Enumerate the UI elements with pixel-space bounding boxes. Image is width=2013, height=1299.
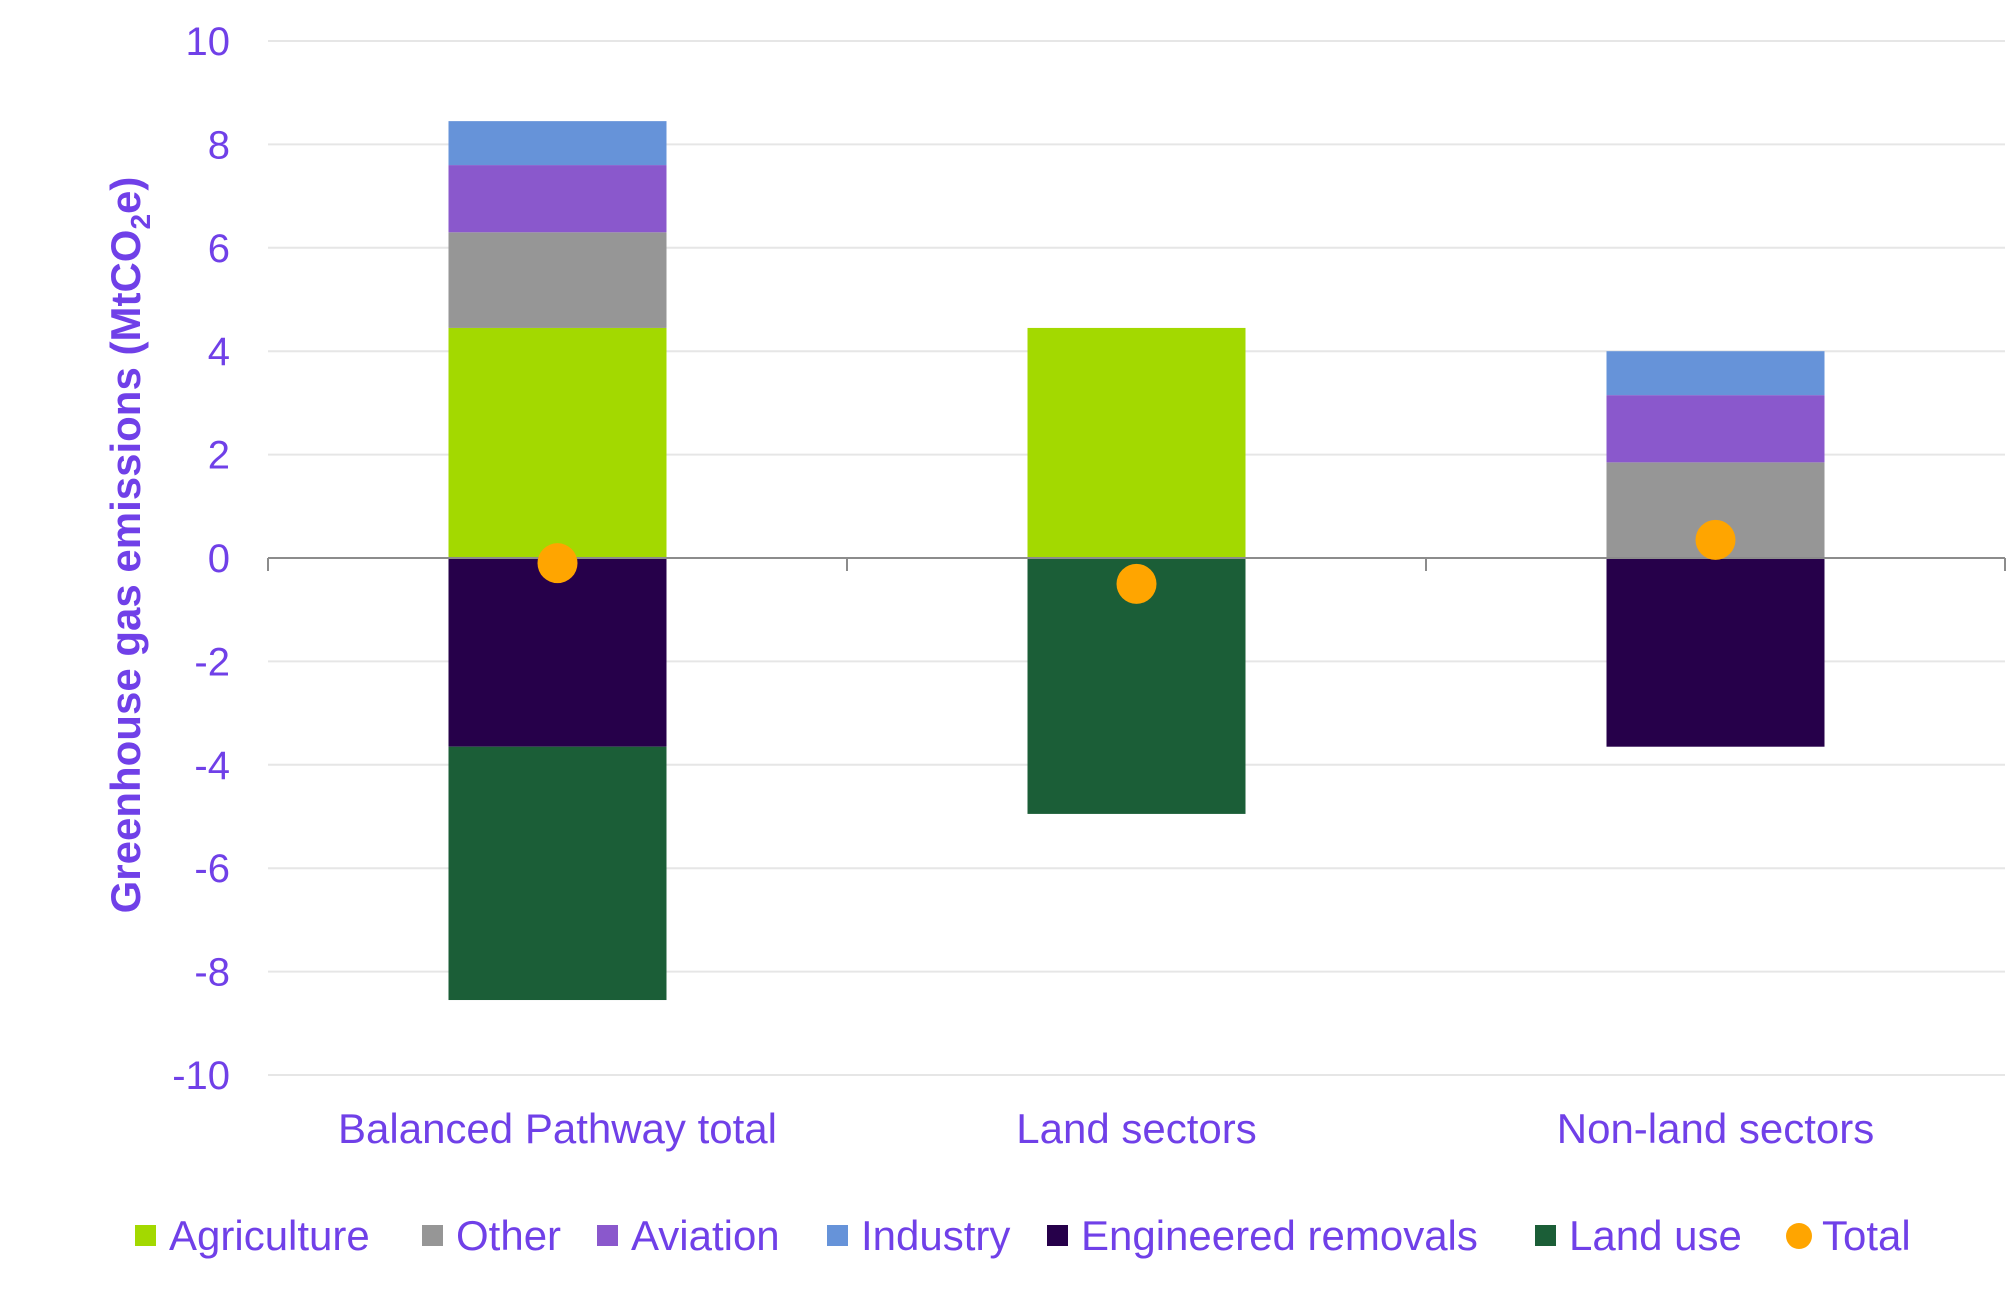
y-tick-label: 4	[208, 330, 230, 374]
bar-segment-engineered-removals	[448, 558, 667, 747]
x-category-label: Land sectors	[1016, 1105, 1256, 1152]
legend-label: Land use	[1569, 1212, 1742, 1259]
bar-segment-industry	[1606, 351, 1825, 396]
legend-swatch	[422, 1225, 443, 1246]
bars	[448, 121, 1825, 1001]
y-tick-label: -8	[194, 951, 230, 995]
total-marker	[1695, 519, 1736, 560]
bar-segment-other	[448, 232, 667, 328]
total-marker	[537, 543, 578, 584]
bar-segment-engineered-removals	[1606, 558, 1825, 747]
bar-segment-aviation	[448, 165, 667, 233]
bar-segment-agriculture	[448, 327, 667, 558]
total-marker	[1116, 563, 1157, 604]
legend-label: Total	[1822, 1212, 1911, 1259]
y-tick-label: 0	[208, 537, 230, 581]
y-tick-label: 2	[208, 434, 230, 478]
bar-segment-industry	[448, 121, 667, 166]
x-category-label: Non-land sectors	[1557, 1105, 1874, 1152]
legend-swatch	[1786, 1223, 1812, 1249]
legend: Agriculture Other Aviation Industry Engineer…	[135, 1212, 1911, 1259]
total-markers	[537, 519, 1736, 604]
legend-label: Other	[456, 1212, 561, 1259]
legend-swatch	[597, 1225, 618, 1246]
y-tick-label: 8	[208, 123, 230, 167]
legend-swatch	[827, 1225, 848, 1246]
y-axis-label: Greenhouse gas emissions (MtCO2e)	[102, 177, 156, 914]
labels: 10 8 6 4 2 0 -2 -4 -6 -8 -10 Balanced Pathway total…	[172, 20, 1874, 1152]
y-tick-label: -4	[194, 744, 230, 788]
y-tick-label: 6	[208, 227, 230, 271]
bar-segment-aviation	[1606, 395, 1825, 463]
y-tick-label: -10	[172, 1054, 230, 1098]
x-category-label: Balanced Pathway total	[338, 1105, 777, 1152]
legend-label: Engineered removals	[1081, 1212, 1478, 1259]
y-tick-label: 10	[186, 20, 231, 64]
legend-swatch	[1047, 1225, 1068, 1246]
y-tick-label: -2	[194, 640, 230, 684]
legend-swatch	[135, 1225, 156, 1246]
y-axis-label-suffix: e)	[102, 177, 149, 214]
legend-label: Industry	[861, 1212, 1010, 1259]
legend-swatch	[1535, 1225, 1556, 1246]
y-tick-label: -6	[194, 847, 230, 891]
y-axis-label-main: Greenhouse gas emissions (MtCO	[102, 230, 149, 914]
y-axis-label-subscript: 2	[125, 214, 156, 230]
legend-label: Agriculture	[169, 1212, 370, 1259]
bar-segment-agriculture	[1027, 327, 1246, 558]
legend-label: Aviation	[631, 1212, 780, 1259]
bar-segment-land-use	[448, 746, 667, 1001]
